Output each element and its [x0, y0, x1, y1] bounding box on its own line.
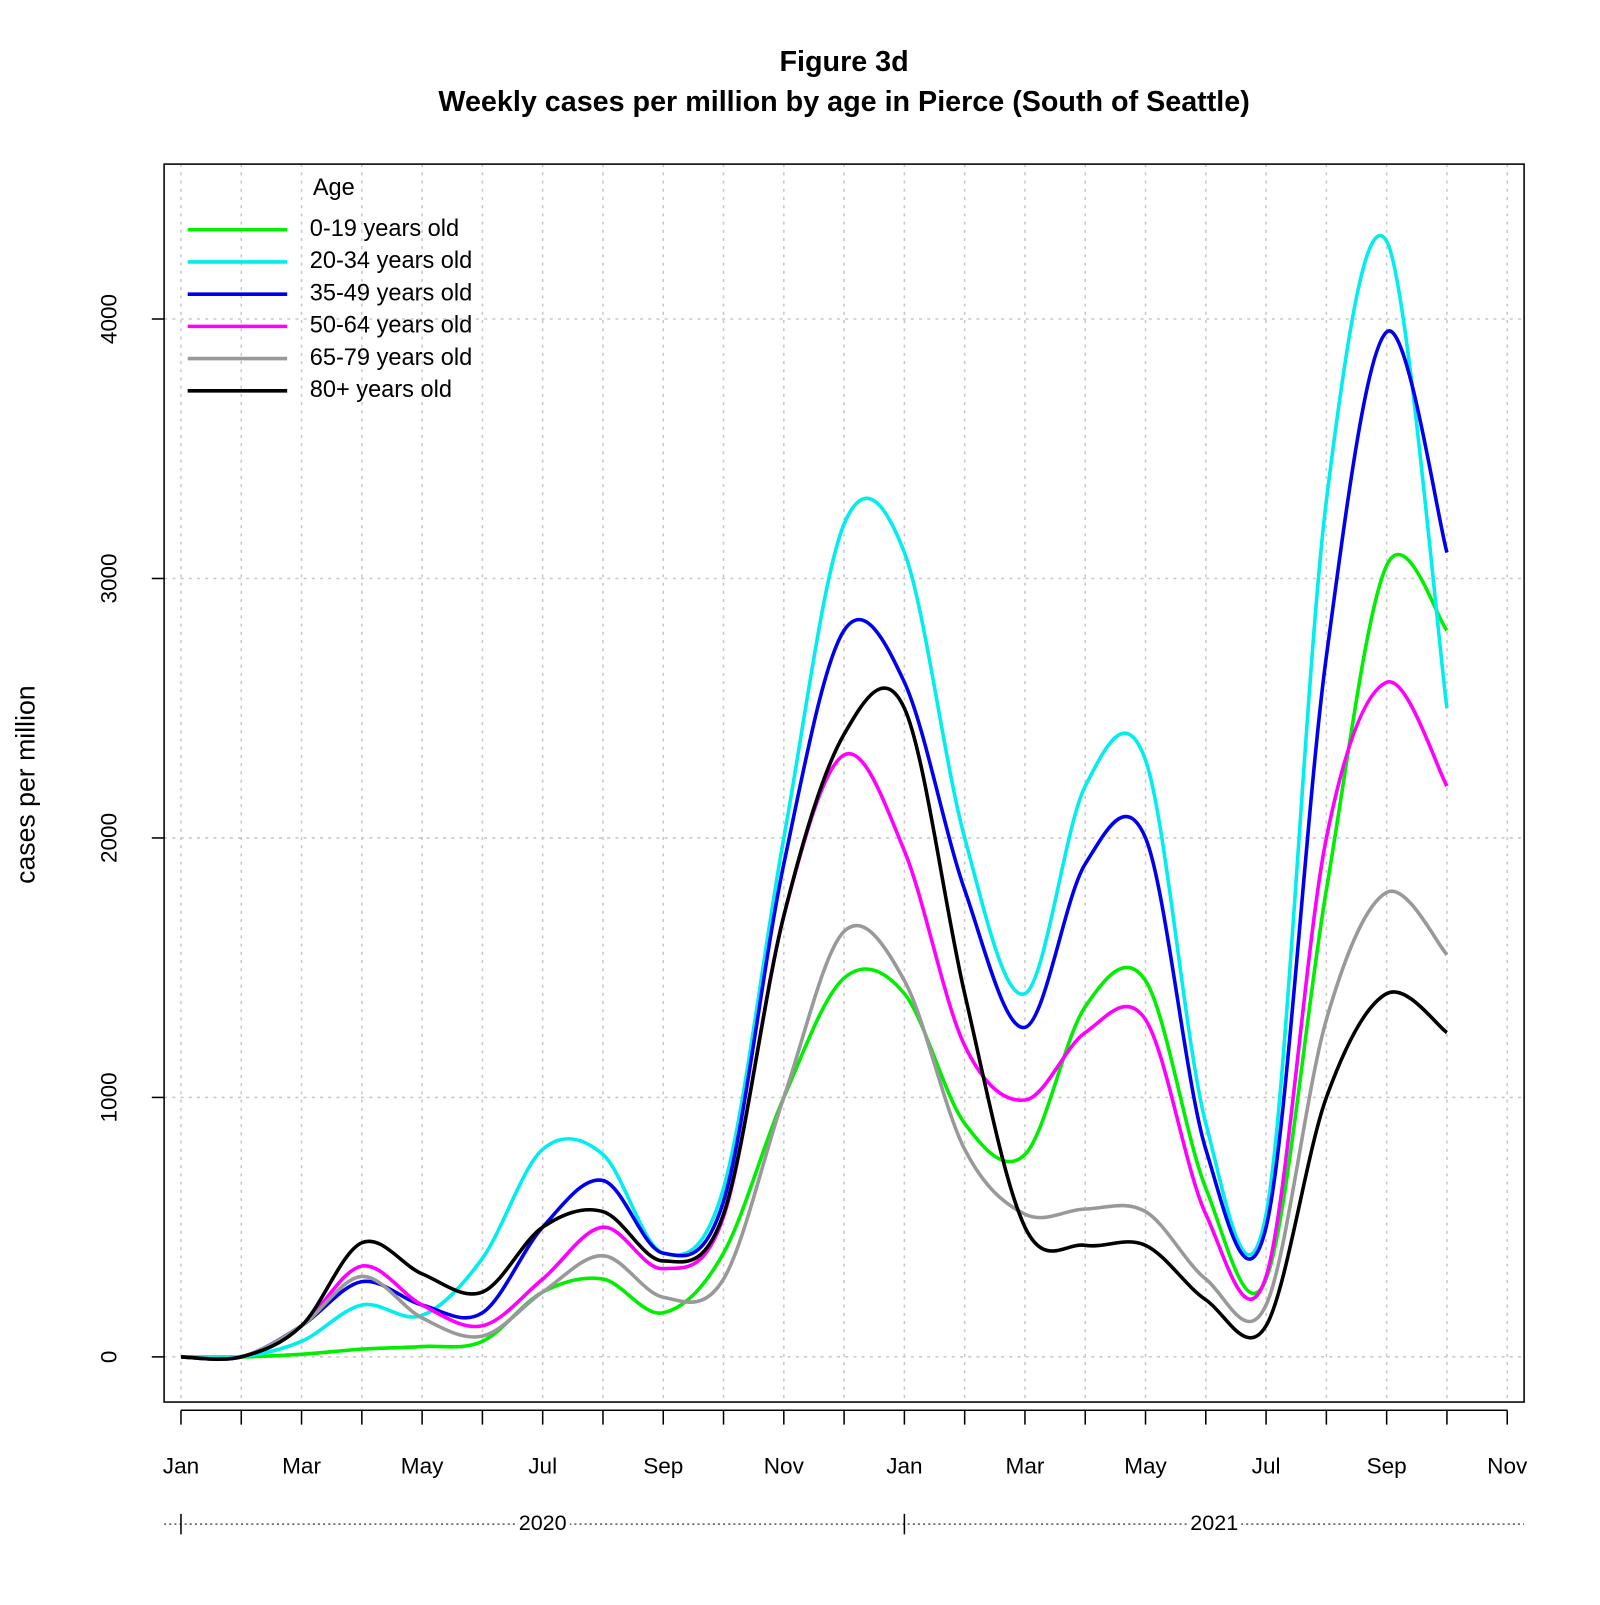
- x-tick-label: Jan: [163, 1454, 199, 1479]
- plot-frame: [163, 163, 1525, 1403]
- series-line: [180, 552, 1449, 1359]
- chart-title: Figure 3d: [780, 46, 909, 78]
- series-line: [180, 680, 1449, 1361]
- legend-title: Age: [313, 174, 355, 200]
- y-axis-label: cases per million: [11, 685, 41, 884]
- legend-label: 65-79 years old: [310, 344, 473, 370]
- chart-subtitle: Weekly cases per million by age in Pierc…: [438, 86, 1249, 118]
- x-tick-label: May: [1124, 1454, 1167, 1479]
- y-tick-label: 4000: [97, 294, 122, 344]
- x-tick-label: May: [401, 1454, 444, 1479]
- series-line: [180, 889, 1449, 1361]
- x-tick-label: Jul: [1252, 1454, 1281, 1479]
- year-label: 2020: [519, 1511, 567, 1535]
- y-tick-label: 2000: [97, 813, 122, 863]
- x-tick-label: Mar: [282, 1454, 321, 1479]
- y-tick-label: 1000: [97, 1072, 122, 1122]
- legend-label: 20-34 years old: [310, 247, 473, 273]
- x-tick-label: Nov: [1487, 1454, 1528, 1479]
- legend-label: 80+ years old: [310, 376, 452, 402]
- legend-label: 50-64 years old: [310, 312, 473, 338]
- y-tick-label: 3000: [97, 553, 122, 603]
- x-tick-label: Jan: [886, 1454, 922, 1479]
- series-line: [180, 686, 1449, 1361]
- y-tick-label: 0: [97, 1351, 122, 1364]
- year-label: 2021: [1190, 1511, 1238, 1535]
- x-tick-label: Sep: [1367, 1454, 1407, 1479]
- series-line: [180, 233, 1449, 1360]
- x-tick-label: Jul: [528, 1454, 557, 1479]
- series-line: [180, 329, 1449, 1361]
- x-tick-label: Mar: [1006, 1454, 1045, 1479]
- x-tick-label: Nov: [764, 1454, 805, 1479]
- legend-label: 35-49 years old: [310, 279, 473, 305]
- x-tick-label: Sep: [643, 1454, 683, 1479]
- legend-label: 0-19 years old: [310, 215, 459, 241]
